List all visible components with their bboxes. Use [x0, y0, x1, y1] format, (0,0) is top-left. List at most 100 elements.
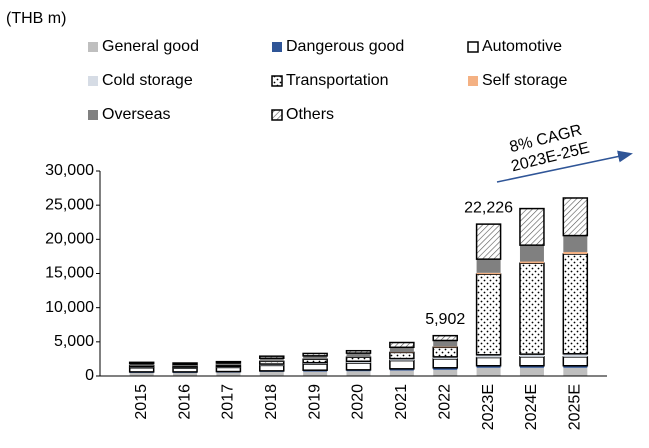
legend-label: Others: [286, 106, 334, 123]
bar-segment: [172, 367, 198, 373]
bar-segment: [563, 353, 588, 357]
bar-segment: [259, 355, 285, 359]
bar-segment: [345, 362, 372, 371]
bar-segment: [476, 272, 501, 275]
legend-swatch: [88, 76, 98, 86]
bar-segment: [128, 367, 155, 373]
x-tick-group: 2021: [393, 384, 410, 420]
bar-segment: [519, 354, 544, 357]
bar-segment: [302, 358, 328, 364]
bar-segment: [562, 197, 589, 237]
bar-segment: [303, 371, 328, 376]
total-label: 22,226: [464, 199, 513, 216]
bar-segment: [259, 360, 285, 365]
legend-label: Overseas: [102, 106, 170, 123]
x-tick-label: 2021: [393, 384, 410, 420]
bar-segment: [346, 361, 371, 364]
legend-swatch: [88, 110, 98, 120]
bar-segment: [259, 371, 284, 376]
legend-swatch: [467, 41, 479, 53]
bar-segment: [389, 359, 415, 370]
bar-segment: [303, 355, 328, 360]
bar-segment: [432, 358, 458, 369]
legend-label: Automotive: [482, 38, 562, 55]
x-tick-group: 2020: [350, 384, 367, 420]
legend-swatch: [271, 75, 283, 87]
bar-segment: [129, 372, 154, 376]
x-tick-group: 2017: [220, 384, 237, 420]
legend-label: Dangerous good: [286, 38, 404, 55]
x-tick-label: 2016: [176, 384, 193, 420]
bar-segment: [173, 372, 198, 376]
legend-label: General good: [102, 38, 199, 55]
cagr-label: 8% CAGR 2023E-25E: [508, 122, 591, 176]
bar-segment: [519, 365, 544, 368]
bar-segment: [433, 340, 458, 347]
bar-segment: [389, 347, 414, 353]
bar-segment: [128, 365, 155, 368]
bar-segment: [563, 365, 588, 368]
x-tick-label: 2015: [133, 384, 150, 420]
cagr-arrow: [496, 150, 633, 183]
bar-segment: [129, 363, 154, 366]
bar-segment: [475, 356, 502, 367]
y-tick-label: 30,000: [45, 162, 94, 179]
bar-segment: [128, 361, 155, 365]
x-tick-group: 2025E: [567, 384, 584, 430]
y-tick-label: 15,000: [45, 265, 94, 282]
x-tick-group: 2016: [176, 384, 193, 420]
x-tick-label: 2019: [306, 384, 323, 420]
bar-segment: [259, 358, 284, 362]
bar-segment: [433, 367, 458, 370]
bar-segment: [216, 363, 241, 366]
bar-segment: [476, 367, 501, 376]
bar-segment: [563, 235, 588, 252]
bar-segment: [475, 223, 502, 260]
bar-segment: [476, 365, 501, 368]
bar-segment: [389, 358, 414, 361]
legend-swatch: [271, 109, 283, 121]
bar-segment: [215, 364, 242, 368]
bar-segment: [389, 370, 414, 376]
bar-segment: [519, 356, 545, 367]
bar-segment: [563, 367, 588, 376]
bar-segment: [475, 273, 502, 356]
bar-segment: [346, 371, 371, 376]
bar-segment: [519, 262, 545, 355]
y-tick-label: 20,000: [45, 231, 94, 248]
chart-title: (THB m): [6, 10, 66, 27]
x-tick-group: 2019: [306, 384, 323, 420]
bar-segment: [433, 356, 458, 359]
bar-segment: [432, 334, 458, 342]
x-tick-label: 2017: [220, 384, 237, 420]
x-tick-label: 2025E: [567, 384, 584, 430]
bar-segment: [433, 346, 458, 348]
bar-segment: [476, 259, 501, 273]
bar-segment: [172, 362, 198, 366]
y-tick-label: 10,000: [45, 299, 94, 316]
bar-segment: [563, 251, 588, 255]
x-tick-group: 2024E: [523, 384, 540, 430]
x-tick-label: 2018: [263, 384, 280, 420]
x-tick-group: 2022: [436, 384, 453, 420]
total-label: 5,902: [425, 311, 465, 328]
bar-segment: [519, 261, 544, 264]
bar-segment: [389, 351, 415, 360]
legend-label: Transportation: [286, 72, 389, 89]
bar-segment: [173, 364, 198, 367]
bar-segment: [346, 353, 371, 358]
x-tick-label: 2023E: [480, 384, 497, 430]
bar-segment: [216, 372, 241, 376]
bar-segment: [519, 245, 544, 262]
legend-swatch: [468, 76, 478, 86]
bar-segment: [433, 369, 458, 376]
bar-segment: [519, 367, 544, 376]
bar-segment: [432, 346, 458, 358]
legend-swatch: [272, 42, 282, 52]
bar-segment: [345, 349, 372, 354]
y-tick-label: 5,000: [54, 333, 94, 350]
bar-segment: [302, 352, 328, 357]
bar-segment: [215, 360, 242, 364]
legend-label: Cold storage: [102, 72, 193, 89]
